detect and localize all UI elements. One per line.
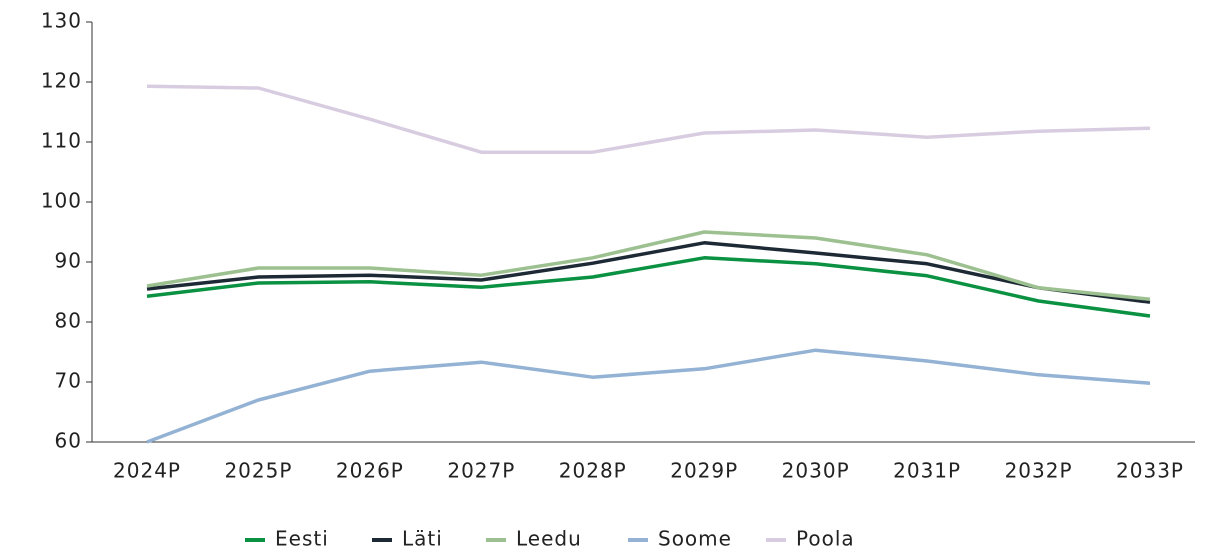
line-series xyxy=(146,241,1151,304)
legend-label: Leedu xyxy=(516,527,582,551)
x-tick-label: 2027P xyxy=(447,459,515,483)
x-tick-label: 2032P xyxy=(1005,459,1073,483)
line-series xyxy=(146,348,1151,444)
y-tick-label: 70 xyxy=(55,369,82,393)
legend-label: Läti xyxy=(402,527,443,551)
x-tick-label: 2033P xyxy=(1116,459,1184,483)
x-tick-label: 2030P xyxy=(782,459,850,483)
y-tick-label: 80 xyxy=(55,309,82,333)
x-tick-label: 2031P xyxy=(893,459,961,483)
x-tick-label: 2025P xyxy=(224,459,292,483)
y-tick-label: 100 xyxy=(41,189,82,213)
x-tick-label: 2024P xyxy=(113,459,181,483)
line-series xyxy=(146,84,1151,154)
y-tick-label: 130 xyxy=(41,9,82,33)
y-tick-label: 60 xyxy=(55,429,82,453)
legend-label: Eesti xyxy=(275,527,329,551)
y-tick-label: 90 xyxy=(55,249,82,273)
y-tick-label: 120 xyxy=(41,69,82,93)
line-series xyxy=(146,230,1151,301)
y-tick-label: 110 xyxy=(41,129,82,153)
x-tick-label: 2026P xyxy=(336,459,404,483)
x-tick-label: 2029P xyxy=(670,459,738,483)
line-series xyxy=(146,256,1151,318)
legend-label: Soome xyxy=(658,527,732,551)
legend-label: Poola xyxy=(796,527,855,551)
x-tick-label: 2028P xyxy=(559,459,627,483)
